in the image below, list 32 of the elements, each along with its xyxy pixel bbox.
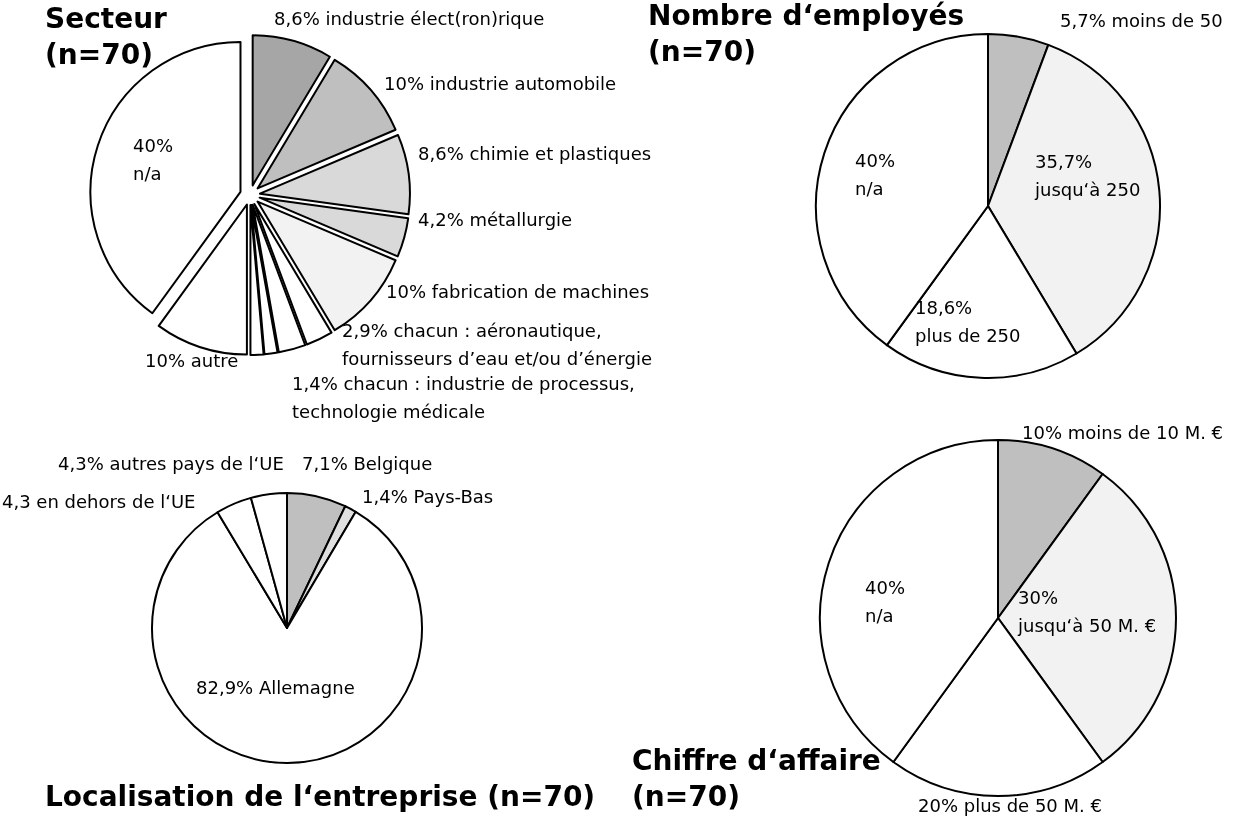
slice-label: 10% autre xyxy=(145,350,239,371)
slice-label: 82,9% Allemagne xyxy=(196,677,355,698)
slice-label: jusqu‘à 50 M. € xyxy=(1017,614,1157,636)
slice-label: 4,3% autres pays de l‘UE xyxy=(58,453,284,474)
slice-label: n/a xyxy=(865,604,894,626)
slice-label: 8,6% chimie et plastiques xyxy=(418,143,652,164)
slice-label: 10% fabrication de machines xyxy=(386,281,650,302)
slice-label: 4,2% métallurgie xyxy=(418,209,573,230)
slice-label: jusqu‘à 250 xyxy=(1034,178,1141,200)
slice-label: 4,3 en dehors de l‘UE xyxy=(2,491,196,512)
data-label: 35,7% xyxy=(1035,151,1093,172)
slice-label: n/a xyxy=(855,177,884,199)
data-label: 30% xyxy=(1018,587,1059,608)
text: Chiffre d‘affaire (n=70) xyxy=(632,744,881,813)
slice-label: 20% plus de 50 M. € xyxy=(918,795,1102,816)
slice-label: n/a xyxy=(133,162,162,184)
slice-label: 10% moins de 10 M. € xyxy=(1022,422,1224,443)
slice-label: 2,9% chacun : aéronautique, fournisseurs d’eau et/ou d’énergie xyxy=(342,320,652,369)
slice-label: 5,7% moins de 50 xyxy=(1060,10,1223,31)
slice-label: 1,4% chacun : industrie de processus, technologie médicale xyxy=(292,373,635,422)
slice-label: 7,1% Belgique xyxy=(302,453,433,474)
data-label: 40% xyxy=(133,135,174,156)
slice-label: 1,4% Pays-Bas xyxy=(362,486,494,507)
data-label: 18,6% xyxy=(915,297,973,318)
chart-title: Secteur (n=70) xyxy=(45,2,168,71)
chart-title: Nombre d‘employés (n=70) xyxy=(648,0,965,68)
data-label: 40% xyxy=(865,577,906,598)
slice-label: plus de 250 xyxy=(915,324,1021,346)
data-label: 40% xyxy=(855,150,896,171)
slice-label: 8,6% industrie élect(ron)rique xyxy=(274,8,545,29)
text: Localisation de l‘entreprise (n=70) xyxy=(45,780,596,813)
slice-label: 10% industrie automobile xyxy=(384,73,617,94)
